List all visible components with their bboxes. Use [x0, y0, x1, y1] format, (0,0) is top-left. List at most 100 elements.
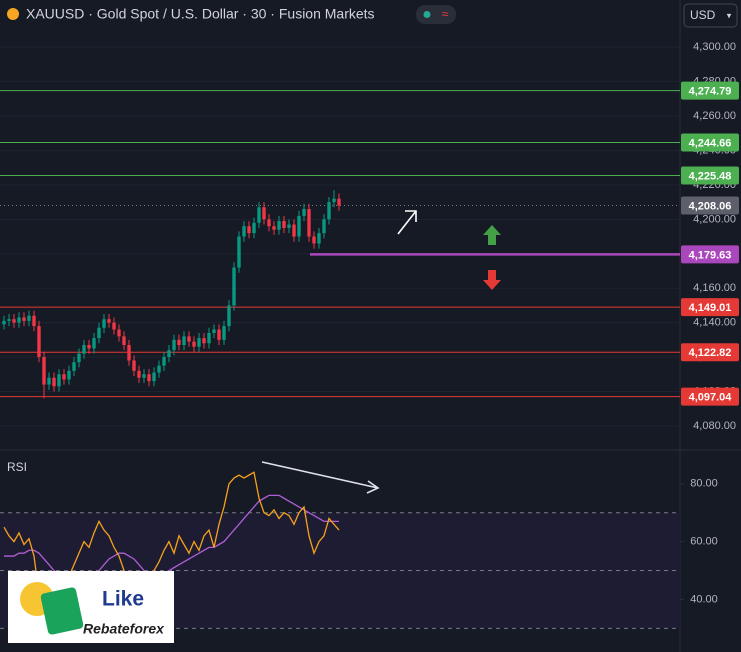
y-tick-label: 4,140.00 — [693, 317, 736, 329]
up-arrow — [483, 225, 501, 245]
candle-body — [207, 332, 211, 344]
candle-body — [287, 224, 291, 228]
candle-body — [112, 322, 116, 330]
logo-card — [40, 587, 84, 635]
candle-body — [82, 345, 86, 354]
y-tick-label: 80.00 — [690, 478, 718, 490]
candle-body — [122, 336, 126, 345]
candle-body — [297, 215, 301, 237]
price-label: 4,225.48 — [689, 170, 732, 182]
candle-body — [232, 267, 236, 306]
y-tick-label: 4,260.00 — [693, 110, 736, 122]
candle-body — [132, 360, 136, 371]
candle-body — [177, 339, 181, 345]
candle-body — [267, 219, 271, 227]
candle-body — [22, 317, 26, 321]
candle-body — [252, 222, 256, 234]
currency[interactable]: USD — [690, 8, 716, 22]
candle-body — [317, 233, 321, 244]
rsi-title: RSI — [7, 460, 27, 474]
candle-body — [327, 202, 331, 220]
candle-body — [142, 374, 146, 378]
chart-title: XAUUSD · Gold Spot / U.S. Dollar · 30 · … — [26, 6, 375, 22]
candle-body — [212, 329, 216, 333]
y-tick-label: 4,160.00 — [693, 282, 736, 294]
candle-body — [137, 370, 141, 378]
down-arrow — [483, 270, 501, 290]
candle-body — [227, 305, 231, 327]
candle-body — [337, 198, 341, 206]
candle-body — [117, 329, 121, 337]
candle-body — [172, 339, 176, 351]
candle-body — [52, 377, 56, 387]
y-tick-label: 4,200.00 — [693, 213, 736, 225]
divergence-arrow — [261, 461, 380, 494]
candle-body — [277, 221, 281, 230]
candles — [2, 190, 341, 399]
candle-body — [192, 341, 196, 347]
candle-body — [222, 326, 226, 340]
candle-body — [217, 329, 221, 340]
logo-text: Rebateforex — [83, 621, 165, 637]
candle-body — [87, 345, 91, 349]
candle-body — [307, 209, 311, 237]
price-label-box — [681, 166, 739, 185]
candle-body — [162, 357, 166, 366]
symbol-icon — [7, 8, 19, 20]
candle-body — [282, 221, 286, 228]
price-label-box — [681, 81, 739, 100]
candle-body — [182, 336, 186, 345]
price-label-box — [681, 298, 739, 317]
y-tick-label: 60.00 — [690, 536, 718, 548]
candle-body — [242, 226, 246, 237]
candle-body — [37, 326, 41, 358]
candle-body — [197, 338, 201, 347]
price-label: 4,274.79 — [689, 86, 732, 98]
y-tick-label: 40.00 — [690, 593, 718, 605]
price-label: 4,244.66 — [689, 137, 732, 149]
price-label-box — [681, 343, 739, 362]
candle-body — [97, 327, 101, 339]
candle-body — [27, 315, 31, 321]
candle-body — [127, 345, 131, 361]
price-label-box — [681, 387, 739, 406]
status-badge — [416, 5, 456, 24]
candle-body — [152, 372, 156, 382]
price-label: 4,122.82 — [689, 347, 732, 359]
status-dot — [423, 11, 431, 18]
candle-body — [72, 362, 76, 371]
candle-body — [67, 370, 71, 380]
candle-body — [7, 319, 11, 321]
dropdown-caret[interactable]: ▾ — [727, 10, 732, 20]
candle-body — [147, 374, 151, 382]
candle-body — [92, 338, 96, 349]
candle-body — [257, 207, 261, 223]
trend-arrow — [397, 210, 417, 235]
y-tick-label: 4,300.00 — [693, 41, 736, 53]
candle-body — [62, 374, 66, 380]
candle-body — [47, 377, 51, 385]
price-label: 4,097.04 — [689, 391, 733, 403]
candle-body — [32, 315, 36, 327]
candle-body — [202, 338, 206, 344]
price-label-box — [681, 196, 739, 215]
price-label: 4,149.01 — [689, 302, 732, 314]
price-label-box — [681, 245, 739, 264]
candle-body — [42, 357, 46, 385]
y-tick-label: 4,080.00 — [693, 420, 736, 432]
logo-text: Like — [102, 588, 144, 611]
candle-body — [107, 319, 111, 323]
candle-body — [17, 317, 21, 323]
candle-body — [187, 336, 191, 342]
candle-body — [247, 226, 251, 234]
status-icon: ≈ — [442, 7, 449, 21]
candle-body — [262, 207, 266, 220]
candle-body — [292, 224, 296, 237]
candle-body — [272, 226, 276, 230]
candle-body — [157, 365, 161, 373]
candle-body — [322, 219, 326, 234]
price-label: 4,179.63 — [689, 249, 732, 261]
currency-button[interactable] — [683, 3, 738, 28]
